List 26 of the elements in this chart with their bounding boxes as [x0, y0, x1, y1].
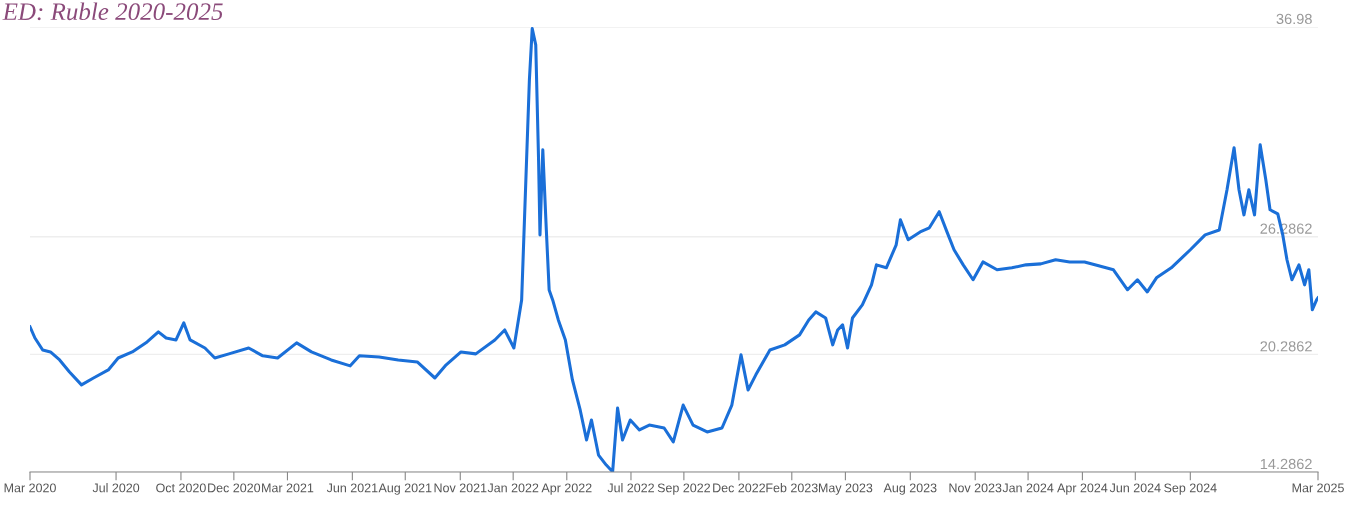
x-tick-label: Apr 2024: [1057, 483, 1108, 495]
chart-title: ED: Ruble 2020-2025: [2, 2, 223, 21]
x-tick-label: Jan 2022: [487, 483, 539, 493]
x-tick-label: Jun 2021: [326, 483, 378, 493]
y-tick-label: 36.98: [1276, 13, 1312, 25]
x-tick-label: Dec 2022: [713, 483, 766, 493]
y-tick-label: 20.2862: [1260, 341, 1312, 352]
x-tick-label: Mar 2025: [1292, 483, 1344, 493]
x-tick-label: Mar 2021: [262, 483, 314, 493]
x-tick-label: Sep 2024: [1164, 483, 1217, 495]
x-tick-label: Dec 2020: [208, 483, 261, 493]
x-tick-label: Jan 2024: [1002, 483, 1054, 493]
x-tick-label: Aug 2021: [378, 483, 432, 495]
x-tick-label: Nov 2021: [434, 483, 487, 493]
x-tick-label: Oct 2020: [156, 483, 206, 493]
x-tick-label: Feb 2023: [766, 483, 818, 493]
x-tick-label: Jul 2022: [607, 483, 654, 493]
x-tick-label: Jul 2020: [92, 483, 140, 493]
x-tick-label: May 2023: [818, 483, 873, 495]
x-tick-label: Apr 2022: [541, 483, 592, 495]
x-tick-label: Aug 2023: [883, 483, 937, 495]
x-tick-label: Sep 2022: [657, 483, 711, 495]
x-tick-label: Nov 2023: [949, 483, 1002, 493]
y-tick-label: 14.2862: [1260, 458, 1312, 470]
x-tick-label: Mar 2020: [4, 483, 56, 493]
x-tick-label: Jun 2024: [1109, 483, 1161, 493]
